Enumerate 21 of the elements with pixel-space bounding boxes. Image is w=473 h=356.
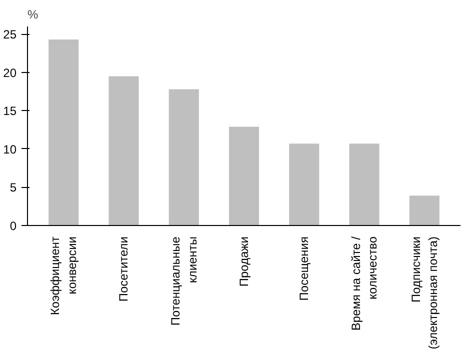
x-tick-label: Посетители bbox=[116, 236, 131, 302]
bar bbox=[409, 196, 440, 226]
y-tick-label: 20 bbox=[3, 66, 17, 80]
x-tick-label: Время на сайте / количество bbox=[348, 236, 380, 331]
y-tick-label: 25 bbox=[3, 28, 17, 42]
y-tick-label: 10 bbox=[3, 142, 17, 156]
bar bbox=[228, 126, 260, 226]
bar bbox=[289, 144, 320, 226]
y-axis-title: % bbox=[28, 8, 38, 22]
bar bbox=[108, 76, 139, 226]
x-tick-label: Посещения bbox=[297, 236, 312, 301]
bar bbox=[349, 144, 380, 226]
x-tick-label: Потенциальные клиенты bbox=[168, 236, 200, 326]
x-tick-label: Коэффициент конверсии bbox=[48, 236, 79, 316]
bar bbox=[168, 89, 199, 226]
y-tick-label: 15 bbox=[3, 104, 17, 118]
x-tick-label: Продажи bbox=[237, 236, 251, 287]
bar bbox=[48, 40, 79, 226]
y-tick-label: 5 bbox=[10, 180, 17, 195]
y-tick-label: 0 bbox=[10, 219, 17, 233]
x-tick-label: Подписчики (электронная почта) bbox=[409, 236, 440, 350]
